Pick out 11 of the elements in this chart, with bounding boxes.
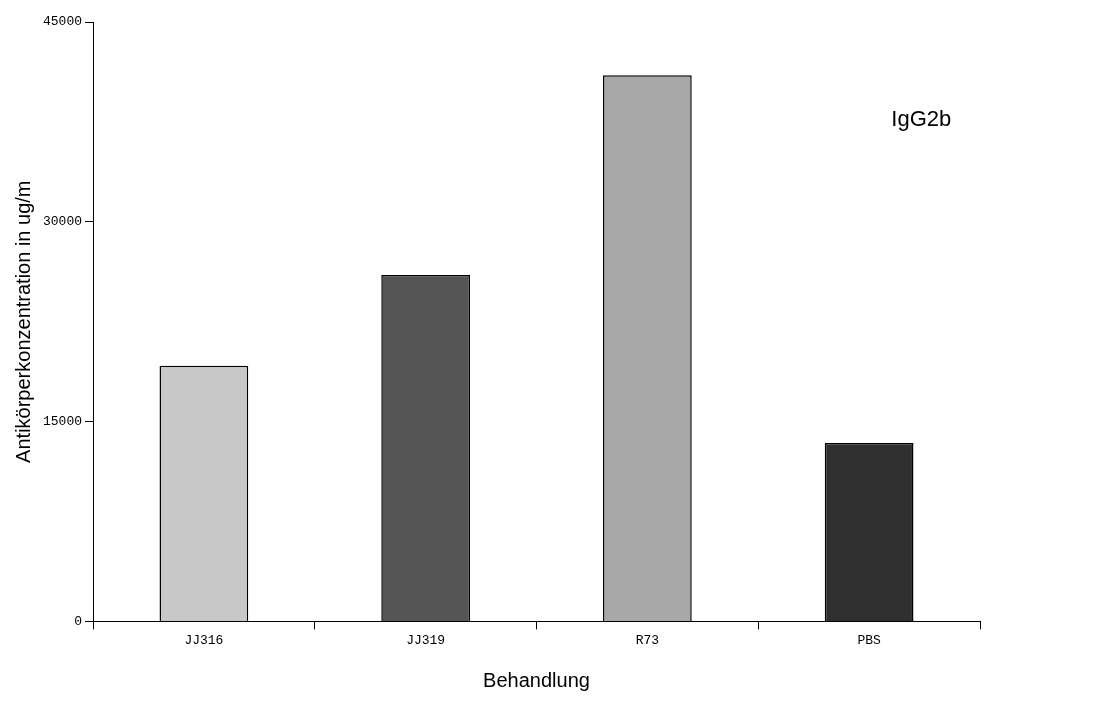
- y-tick-label: 15000: [42, 414, 83, 430]
- y-tick-label: 0: [74, 613, 83, 629]
- y-tick-label: 30000: [42, 214, 83, 230]
- annotation: IgG2b: [891, 106, 952, 132]
- x-tick-label: R73: [635, 632, 660, 648]
- x-tick-label: JJ319: [406, 632, 446, 648]
- y-axis-title: Antikörperkonzentration in ug/m: [11, 180, 34, 463]
- x-axis-title: Behandlung: [483, 668, 590, 691]
- x-tick-label: JJ316: [184, 632, 224, 648]
- x-tick-label: PBS: [857, 632, 882, 648]
- y-tick-label: 45000: [42, 14, 83, 30]
